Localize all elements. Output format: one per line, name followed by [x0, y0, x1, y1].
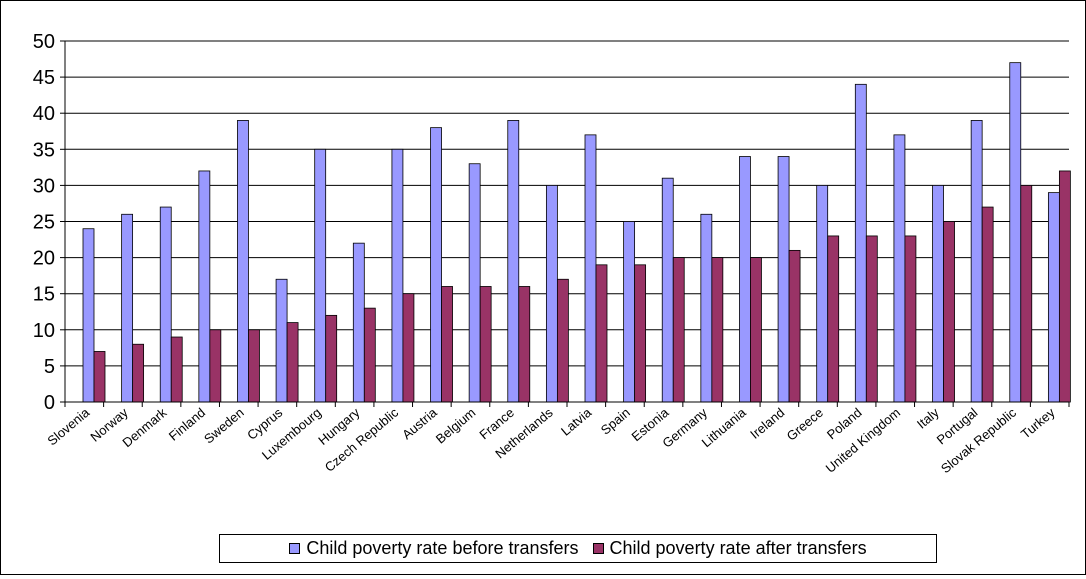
bar-after-transfers: [248, 329, 260, 403]
bar-after-transfers: [865, 235, 878, 403]
bar-before-transfers: [314, 148, 327, 403]
bar-before-transfers: [545, 184, 558, 403]
legend-label-before: Child poverty rate before transfers: [306, 538, 579, 558]
y-tick-label: 15: [33, 284, 55, 306]
bar-after-transfers: [286, 322, 299, 403]
bar-before-transfers: [468, 163, 481, 403]
bar-before-transfers: [700, 213, 713, 403]
bar-after-transfers: [479, 286, 492, 403]
legend: Child poverty rate before transfers Chil…: [219, 534, 937, 563]
bar-after-transfers: [209, 329, 222, 403]
bar-before-transfers: [237, 120, 249, 403]
bar-before-transfers: [816, 184, 829, 403]
legend-swatch-after: [592, 543, 604, 554]
bar-after-transfers: [132, 343, 145, 403]
legend-entry-after: Child poverty rate after transfers: [592, 538, 867, 559]
x-category-label: Lithuania: [699, 404, 750, 450]
bar-before-transfers: [82, 228, 95, 403]
bar-after-transfers: [441, 286, 453, 403]
bar-after-transfers: [750, 257, 762, 403]
bar-after-transfers: [363, 307, 376, 403]
x-category-label: Ireland: [747, 405, 787, 442]
x-category-label: Italy: [914, 404, 942, 431]
legend-entry-before: Child poverty rate before transfers: [289, 538, 579, 559]
y-tick-label: 50: [33, 31, 55, 53]
x-category-label: Finland: [166, 405, 208, 444]
y-tick-label: 20: [33, 248, 55, 270]
y-tick-label: 5: [44, 356, 55, 378]
bar-before-transfers: [854, 83, 867, 403]
bar-after-transfers: [634, 264, 647, 403]
x-category-label: Greece: [784, 405, 826, 444]
bar-before-transfers: [1047, 192, 1060, 403]
bar-after-transfers: [402, 293, 415, 403]
bar-before-transfers: [1009, 62, 1022, 403]
bar-after-transfers: [518, 286, 531, 403]
bar-before-transfers: [430, 127, 442, 403]
x-category-label: Belgium: [433, 405, 479, 447]
bar-before-transfers: [777, 156, 790, 403]
y-tick-label: 10: [33, 320, 55, 342]
bar-after-transfers: [556, 278, 569, 403]
bar-after-transfers: [93, 351, 106, 403]
x-category-label: Denmark: [119, 404, 169, 450]
bar-before-transfers: [970, 120, 983, 403]
bar-before-transfers: [623, 221, 636, 403]
bar-before-transfers: [661, 177, 674, 403]
legend-label-after: Child poverty rate after transfers: [609, 538, 867, 558]
x-category-label: Turkey: [1018, 404, 1058, 441]
bar-after-transfers: [981, 206, 994, 403]
bar-before-transfers: [932, 184, 944, 403]
bar-after-transfers: [943, 221, 955, 403]
bar-after-transfers: [325, 314, 338, 403]
bar-after-transfers: [711, 257, 724, 403]
y-tick-label: 0: [44, 392, 55, 414]
bar-before-transfers: [739, 156, 751, 403]
bar-after-transfers: [827, 235, 840, 403]
bar-after-transfers: [595, 264, 608, 403]
x-category-label: Latvia: [558, 404, 595, 438]
bar-before-transfers: [275, 278, 288, 403]
bar-before-transfers: [893, 134, 906, 403]
bar-before-transfers: [352, 242, 365, 403]
y-tick-label: 45: [33, 67, 55, 89]
bar-before-transfers: [391, 148, 404, 403]
y-tick-label: 40: [33, 103, 55, 125]
x-category-label: Sweden: [201, 405, 247, 447]
bar-after-transfers: [170, 336, 183, 403]
bar-after-transfers: [1058, 170, 1071, 403]
bar-before-transfers: [159, 206, 172, 403]
bar-after-transfers: [1020, 184, 1033, 403]
y-tick-label: 30: [33, 175, 55, 197]
bar-before-transfers: [584, 134, 597, 403]
y-tick-label: 25: [33, 212, 55, 234]
bar-after-transfers: [672, 257, 685, 403]
bar-after-transfers: [904, 235, 917, 403]
bar-after-transfers: [788, 249, 801, 403]
bar-before-transfers: [507, 120, 520, 403]
y-tick-label: 35: [33, 139, 55, 161]
legend-swatch-before: [289, 543, 301, 554]
bar-before-transfers: [198, 170, 211, 403]
bar-before-transfers: [121, 213, 134, 403]
